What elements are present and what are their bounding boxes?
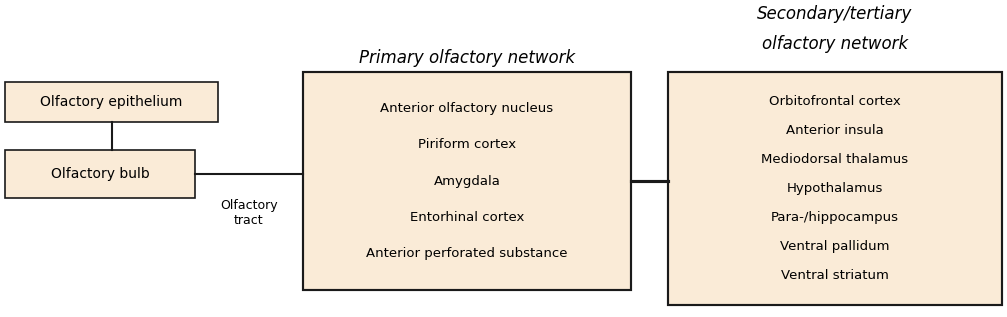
- Text: Mediodorsal thalamus: Mediodorsal thalamus: [761, 153, 908, 166]
- Text: Olfactory
tract: Olfactory tract: [221, 199, 278, 227]
- Text: Orbitofrontal cortex: Orbitofrontal cortex: [769, 95, 901, 108]
- Text: Piriform cortex: Piriform cortex: [418, 138, 516, 151]
- Text: Anterior insula: Anterior insula: [786, 124, 884, 137]
- Text: Hypothalamus: Hypothalamus: [786, 182, 883, 195]
- Text: Olfactory bulb: Olfactory bulb: [50, 167, 149, 181]
- FancyBboxPatch shape: [5, 82, 218, 122]
- Text: Ventral striatum: Ventral striatum: [781, 269, 889, 282]
- Text: Primary olfactory network: Primary olfactory network: [358, 49, 575, 67]
- Text: Entorhinal cortex: Entorhinal cortex: [410, 211, 525, 224]
- FancyBboxPatch shape: [5, 150, 195, 198]
- FancyBboxPatch shape: [668, 72, 1002, 305]
- Text: Secondary/tertiary: Secondary/tertiary: [757, 5, 912, 23]
- Text: Anterior perforated substance: Anterior perforated substance: [367, 247, 568, 260]
- Text: Anterior olfactory nucleus: Anterior olfactory nucleus: [381, 102, 554, 115]
- Text: Para-/hippocampus: Para-/hippocampus: [771, 211, 899, 224]
- Text: Ventral pallidum: Ventral pallidum: [780, 240, 890, 253]
- Text: Amygdala: Amygdala: [434, 174, 500, 187]
- Text: olfactory network: olfactory network: [762, 35, 908, 53]
- Text: Olfactory epithelium: Olfactory epithelium: [40, 95, 182, 109]
- FancyBboxPatch shape: [303, 72, 631, 290]
